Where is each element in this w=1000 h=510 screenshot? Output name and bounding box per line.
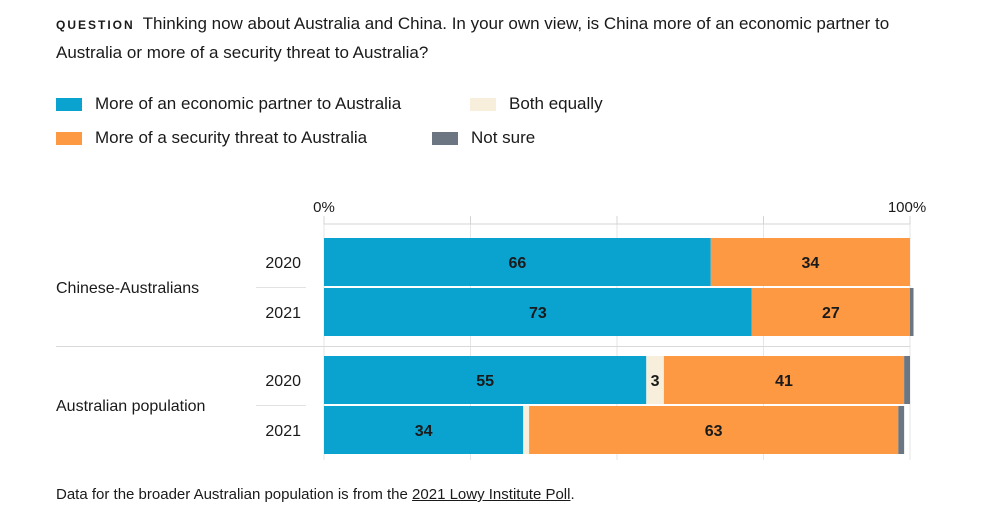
bar-segment-r3-s2 bbox=[529, 406, 899, 454]
question-text: Thinking now about Australia and China. … bbox=[56, 14, 890, 62]
footnote-text: Data for the broader Australian populati… bbox=[56, 486, 413, 503]
legend-label-not-sure: Not sure bbox=[471, 128, 536, 147]
bar-segment-r3-s0 bbox=[324, 406, 524, 454]
year-label-0: 2020 bbox=[265, 255, 301, 272]
bar-segment-r2-s0 bbox=[324, 356, 647, 404]
data-label-r1-s2: 27 bbox=[822, 305, 840, 322]
x-tick-label-100: 100% bbox=[888, 199, 926, 216]
legend-item-security-threat: More of a security threat to Australia bbox=[56, 126, 367, 150]
bar-segment-r1-s2 bbox=[751, 288, 910, 336]
question-tag: QUESTION bbox=[56, 18, 135, 32]
legend-item-economic-partner: More of an economic partner to Australia bbox=[56, 92, 401, 116]
bar-segment-r2-s2 bbox=[663, 356, 905, 404]
legend-swatch-not-sure bbox=[432, 131, 458, 145]
data-label-r0-s2: 34 bbox=[801, 255, 819, 272]
question: QUESTION Thinking now about Australia and… bbox=[56, 10, 956, 67]
data-label-r3-s0: 34 bbox=[415, 423, 433, 440]
footnote-end: . bbox=[570, 486, 575, 503]
bar-segment-r3-s3 bbox=[898, 406, 905, 454]
data-label-r2-s0: 55 bbox=[476, 373, 494, 390]
bar-segment-r2-s1 bbox=[646, 356, 664, 404]
bar-segment-r1-s3 bbox=[910, 288, 914, 336]
year-label-1: 2021 bbox=[265, 305, 301, 322]
legend-label-economic-partner: More of an economic partner to Australia bbox=[95, 94, 402, 113]
data-label-r1-s0: 73 bbox=[529, 305, 547, 322]
legend-item-not-sure: Not sure bbox=[432, 126, 535, 150]
group-label-1: Australian population bbox=[56, 398, 205, 415]
footnote-link[interactable]: 2021 Lowy Institute Poll bbox=[412, 486, 571, 503]
footnote: Data for the broader Australian populati… bbox=[56, 486, 575, 503]
bar-segment-r3-s1 bbox=[523, 406, 530, 454]
group-label-0: Chinese-Australians bbox=[56, 280, 199, 297]
year-label-3: 2021 bbox=[265, 423, 301, 440]
data-label-r2-s2: 41 bbox=[775, 373, 793, 390]
x-tick-label-0: 0% bbox=[313, 199, 335, 216]
bar-segment-r0-s2 bbox=[710, 238, 910, 286]
stacked-bar-chart: 0% 100% Chinese-Australians 2020 66 34 2021 73 2… bbox=[56, 199, 926, 460]
legend-swatch-both-equally bbox=[470, 97, 496, 111]
legend-item-both-equally: Both equally bbox=[470, 92, 603, 116]
bar-segment-r2-s3 bbox=[904, 356, 910, 404]
legend-swatch-security-threat bbox=[56, 131, 82, 145]
data-label-r2-s1: 3 bbox=[651, 373, 660, 390]
legend-swatch-economic-partner bbox=[56, 97, 82, 111]
bar-segment-r0-s0 bbox=[324, 238, 711, 286]
legend-label-both-equally: Both equally bbox=[509, 94, 603, 113]
year-label-2: 2020 bbox=[265, 373, 301, 390]
bar-segment-r1-s0 bbox=[324, 288, 752, 336]
data-label-r3-s2: 63 bbox=[705, 423, 723, 440]
data-label-r0-s0: 66 bbox=[508, 255, 526, 272]
legend-label-security-threat: More of a security threat to Australia bbox=[95, 128, 368, 147]
